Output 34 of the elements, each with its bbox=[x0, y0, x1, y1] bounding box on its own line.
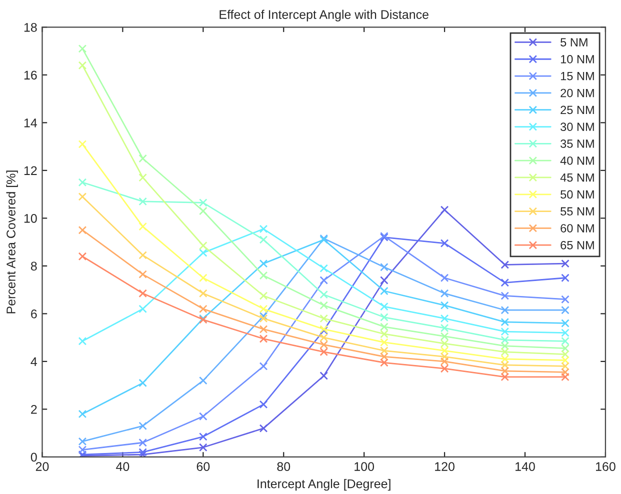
legend-label: 35 NM bbox=[560, 140, 594, 148]
x-axis-title: Intercept Angle [Degree] bbox=[258, 479, 390, 491]
legend-label: 55 NM bbox=[560, 207, 594, 216]
legend-label: 25 NM bbox=[560, 106, 594, 114]
y-axis-title: Percent Area Covered [%] bbox=[6, 170, 18, 314]
y-tick-label: 18 bbox=[24, 22, 37, 32]
x-tick-label: 100 bbox=[354, 462, 374, 471]
y-tick-label: 0 bbox=[30, 452, 37, 462]
y-tick-label: 2 bbox=[31, 404, 37, 414]
y-tick-label: 4 bbox=[30, 357, 37, 366]
y-tick-label: 6 bbox=[31, 309, 37, 318]
y-tick-label: 10 bbox=[24, 214, 37, 223]
legend-label: 30 NM bbox=[560, 122, 594, 132]
legend-label: 20 NM bbox=[560, 88, 594, 98]
y-tick-label: 16 bbox=[24, 70, 37, 80]
legend-label: 10 NM bbox=[560, 55, 594, 64]
x-tick-label: 20 bbox=[36, 462, 49, 471]
y-tick-label: 12 bbox=[24, 166, 37, 175]
y-tick-label: 14 bbox=[24, 118, 37, 128]
x-tick-label: 140 bbox=[516, 462, 535, 471]
legend-label: 65 NM bbox=[560, 241, 594, 250]
x-tick-label: 160 bbox=[596, 462, 616, 471]
x-tick-label: 120 bbox=[435, 462, 454, 471]
legend-label: 50 NM bbox=[560, 190, 594, 199]
x-tick-label: 60 bbox=[196, 462, 210, 471]
y-tick-label: 8 bbox=[30, 262, 37, 271]
chart-title: Effect of Intercept Angle with Distance bbox=[220, 10, 428, 22]
legend-label: 40 NM bbox=[560, 156, 594, 165]
legend-label: 5 NM bbox=[560, 38, 588, 46]
x-tick-label: 80 bbox=[277, 462, 290, 471]
legend-label: 60 NM bbox=[560, 224, 594, 232]
x-tick-label: 40 bbox=[116, 462, 130, 471]
legend-label: 15 NM bbox=[560, 72, 594, 80]
legend-label: 45 NM bbox=[560, 173, 594, 182]
